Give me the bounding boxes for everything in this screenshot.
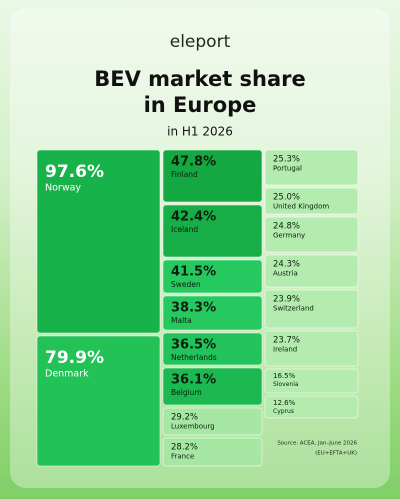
category-label: Sweden: [171, 280, 201, 289]
value-label: 29.2%: [171, 413, 198, 423]
category-label: Malta: [171, 316, 192, 325]
category-label: Finland: [171, 170, 198, 179]
brand: eleport: [170, 32, 231, 52]
category-label: Slovenia: [273, 381, 299, 388]
category-label: Denmark: [45, 368, 89, 379]
chart-subtitle: in H1 2026: [167, 125, 233, 139]
value-label: 12.6%: [273, 399, 296, 407]
tile: [162, 259, 263, 294]
tile: [264, 368, 359, 394]
tile: [36, 335, 161, 467]
chart-title: in Europe: [144, 93, 257, 117]
category-label: Norway: [45, 182, 81, 193]
source: Source: ACEA, Jan–June 2026: [277, 441, 357, 447]
value-label: 79.9%: [45, 348, 104, 368]
tile: [264, 187, 359, 215]
category-label: Luxembourg: [171, 422, 215, 430]
tile: [264, 330, 359, 367]
category-label: Cyprus: [273, 408, 294, 415]
tile: [162, 295, 263, 331]
category-label: Portugal: [273, 164, 302, 172]
tile: [162, 149, 263, 203]
category-label: Belgium: [171, 388, 202, 397]
value-label: 24.8%: [273, 222, 300, 232]
category-label: Switzerland: [273, 304, 314, 312]
value-label: 23.7%: [273, 336, 300, 346]
category-label: France: [171, 452, 194, 460]
category-label: Ireland: [273, 345, 297, 353]
value-label: 36.5%: [171, 338, 216, 353]
category-label: United Kingdom: [273, 202, 329, 210]
value-label: 41.5%: [171, 265, 216, 280]
tile: [264, 149, 359, 186]
tile: [264, 254, 359, 288]
tile: [162, 407, 263, 436]
value-label: 36.1%: [171, 373, 216, 388]
value-label: 25.3%: [273, 155, 300, 165]
tile: [264, 289, 359, 329]
source: (EU+EFTA+UK): [315, 451, 357, 457]
tile: [162, 204, 263, 258]
value-label: 47.8%: [171, 155, 216, 170]
tile: [264, 395, 359, 419]
tile: [264, 216, 359, 253]
value-label: 23.9%: [273, 295, 300, 305]
category-label: Netherlands: [171, 353, 217, 362]
tile: [36, 149, 161, 334]
tile: [162, 367, 263, 406]
value-label: 28.2%: [171, 443, 198, 453]
tile: [162, 437, 263, 467]
chart-title: BEV market share: [94, 67, 306, 91]
value-label: 97.6%: [45, 162, 104, 182]
value-label: 42.4%: [171, 210, 216, 225]
value-label: 38.3%: [171, 301, 216, 316]
category-label: Germany: [273, 231, 305, 239]
tile: [162, 332, 263, 366]
value-label: 24.3%: [273, 260, 300, 270]
category-label: Iceland: [171, 225, 198, 234]
value-label: 16.5%: [273, 372, 296, 380]
category-label: Austria: [273, 269, 298, 277]
value-label: 25.0%: [273, 193, 300, 203]
